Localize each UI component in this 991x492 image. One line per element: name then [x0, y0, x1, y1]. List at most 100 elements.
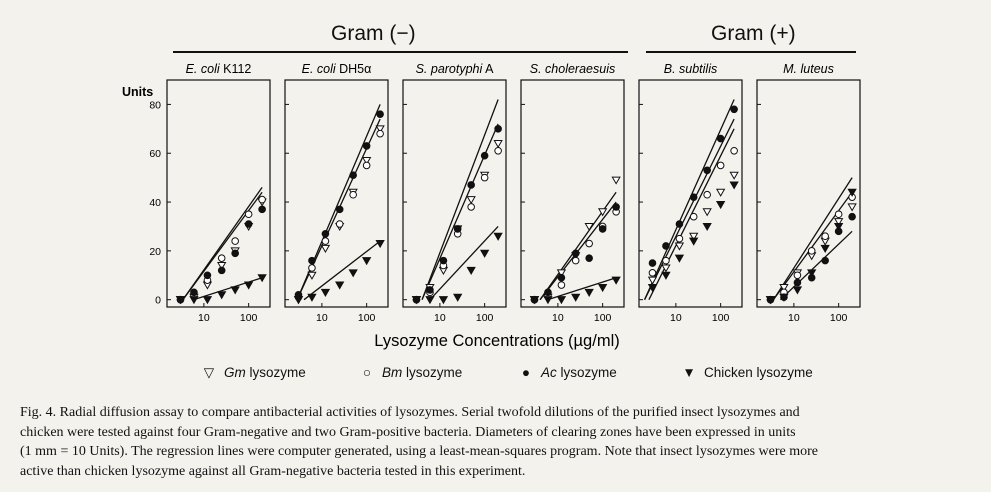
data-point — [529, 296, 540, 305]
data-point — [493, 232, 503, 241]
data-point — [308, 256, 316, 265]
data-point — [426, 286, 434, 294]
legend-bm-label: lysozyme — [402, 365, 463, 380]
regression-line — [644, 118, 735, 300]
regression-line — [779, 230, 853, 301]
plot-frame — [166, 79, 271, 308]
data-point — [217, 266, 226, 275]
data-point — [848, 212, 856, 221]
panel-title-species: S. choleraesuis — [530, 62, 615, 76]
legend-chicken: ▼ Chicken lysozyme — [680, 365, 813, 380]
data-point — [257, 274, 267, 283]
data-point — [821, 232, 829, 241]
x-tick-label: 100 — [476, 312, 494, 324]
data-point — [689, 237, 699, 246]
legend-bm-species: Bm — [382, 365, 403, 380]
data-point — [793, 271, 802, 280]
data-point — [557, 281, 566, 289]
data-point — [293, 296, 304, 305]
data-point — [190, 288, 198, 297]
data-point — [792, 286, 803, 295]
data-point — [189, 296, 199, 305]
data-point — [584, 222, 594, 232]
chart-panel: E. coli DH5α 10 100 — [284, 62, 389, 324]
data-point — [466, 266, 476, 275]
data-point — [453, 225, 462, 233]
data-point — [716, 134, 725, 143]
data-point — [807, 247, 816, 255]
data-point — [730, 146, 738, 155]
data-point — [765, 296, 776, 305]
data-point — [715, 200, 726, 210]
data-point — [439, 256, 448, 265]
chart-panel: B. subtilis 10 100 — [638, 62, 743, 324]
data-point — [494, 146, 502, 155]
data-point — [217, 291, 227, 300]
legend-ac-marker: ● — [521, 365, 531, 380]
caption-line: Fig. 4. Radial diffusion assay to compar… — [20, 405, 800, 420]
data-point — [308, 264, 316, 272]
regression-line — [303, 240, 381, 301]
data-point — [833, 222, 844, 232]
data-point — [258, 205, 266, 214]
data-point — [648, 269, 657, 277]
panel-title-species: E. coli — [186, 62, 221, 76]
data-point — [175, 296, 186, 305]
data-point — [612, 203, 620, 211]
data-point — [597, 283, 608, 293]
data-point — [320, 244, 331, 254]
data-point — [362, 142, 371, 150]
x-tick-label: 100 — [240, 312, 258, 324]
data-point — [689, 212, 698, 221]
data-point — [716, 161, 725, 170]
data-point — [466, 196, 476, 205]
data-point — [702, 222, 712, 232]
data-point — [203, 271, 212, 280]
data-point — [820, 244, 830, 254]
chart-panel: S. parotyphi A 10 100 — [402, 62, 507, 324]
x-tick-label: 10 — [316, 312, 328, 324]
data-point — [662, 242, 670, 250]
legend-chicken-marker: ▼ — [682, 365, 696, 380]
panel-title-strain: DH5α — [336, 62, 372, 76]
caption-line: (1 mm = 10 Units). The regression lines … — [20, 444, 818, 460]
regression-line — [772, 191, 853, 301]
data-point — [361, 157, 372, 166]
x-tick-label: 10 — [670, 312, 682, 324]
chart-panel: M. luteus 10 100 — [756, 62, 861, 324]
gram-positive-heading: Gram (+) — [711, 22, 796, 45]
data-point — [729, 181, 739, 190]
data-point — [675, 234, 684, 243]
legend-gm-label: lysozyme — [245, 365, 306, 380]
data-point — [847, 203, 857, 212]
data-point — [543, 296, 553, 305]
data-point — [376, 129, 384, 138]
panel-title: S. parotyphi A — [416, 62, 495, 76]
data-point — [258, 195, 266, 204]
data-point — [376, 110, 384, 118]
x-axis-label: Lysozyme Concentrations (µg/ml) — [374, 332, 619, 350]
legend-chicken-label: Chicken lysozyme — [704, 365, 813, 380]
x-tick-label: 100 — [594, 312, 612, 324]
y-tick-label: 80 — [149, 99, 161, 111]
data-point — [217, 262, 227, 271]
data-point — [571, 249, 580, 258]
data-point — [557, 273, 566, 282]
panel-title-strain: A — [482, 62, 494, 76]
data-point — [335, 205, 344, 214]
data-point — [779, 293, 789, 302]
data-point — [662, 256, 670, 265]
data-point — [648, 259, 657, 267]
data-point — [661, 271, 671, 280]
data-point — [834, 210, 843, 219]
data-point — [674, 242, 685, 251]
data-point — [675, 220, 684, 228]
data-point — [244, 220, 253, 228]
legend-gm: ▽ Gm lysozyme — [200, 365, 306, 381]
data-point — [321, 229, 330, 238]
data-point — [361, 257, 372, 266]
data-point — [231, 249, 239, 258]
data-point — [335, 281, 345, 290]
data-point — [493, 139, 503, 149]
